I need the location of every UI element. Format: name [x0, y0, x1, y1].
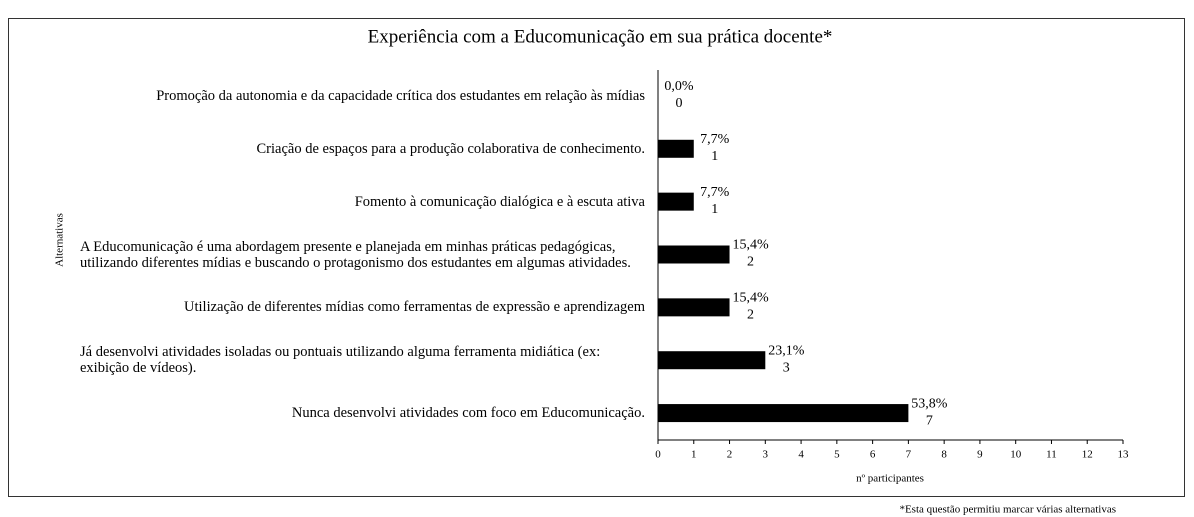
y-axis-label: Alternativas	[54, 213, 66, 267]
footnote: *Esta questão permitiu marcar várias alt…	[899, 504, 1116, 516]
x-axis-label: nº participantes	[856, 473, 924, 485]
x-tick-label: 5	[834, 449, 840, 461]
percent-label: 7,7%	[700, 185, 730, 200]
category-label: Criação de espaços para a produção colab…	[256, 140, 646, 157]
percent-label: 53,8%	[911, 396, 948, 411]
value-label: 2	[747, 255, 754, 270]
category-label: Nunca desenvolvi atividades com foco em …	[291, 405, 645, 422]
x-tick-label: 4	[798, 449, 804, 461]
value-label: 0	[676, 96, 683, 111]
x-tick-label: 7	[906, 449, 912, 461]
category-label: Fomento à comunicação dialógica e à escu…	[354, 193, 645, 210]
x-tick-label: 13	[1118, 449, 1130, 461]
category-label: Já desenvolvi atividades isoladas ou pon…	[80, 344, 601, 377]
percent-label: 15,4%	[732, 291, 769, 306]
chart-frame	[8, 18, 1185, 497]
category-label: Utilização de diferentes mídias como fer…	[184, 299, 645, 316]
bar	[658, 404, 909, 423]
x-tick-label: 0	[655, 449, 661, 461]
x-tick-label: 11	[1046, 449, 1057, 461]
bar	[658, 139, 694, 158]
value-label: 7	[926, 413, 933, 428]
percent-label: 15,4%	[732, 238, 769, 253]
x-tick-label: 2	[727, 449, 733, 461]
percent-label: 0,0%	[664, 79, 694, 94]
x-tick-label: 10	[1010, 449, 1022, 461]
value-label: 3	[783, 360, 790, 375]
category-label: Promoção da autonomia e da capacidade cr…	[156, 87, 645, 104]
x-tick-label: 12	[1082, 449, 1093, 461]
x-tick-label: 3	[763, 449, 769, 461]
x-tick-label: 8	[941, 449, 947, 461]
value-label: 1	[711, 202, 718, 217]
x-tick-label: 9	[977, 449, 983, 461]
bar	[658, 298, 730, 317]
percent-label: 23,1%	[768, 343, 805, 358]
percent-label: 7,7%	[700, 132, 730, 147]
bar	[658, 192, 694, 211]
chart-title: Experiência com a Educomunicação em sua …	[368, 26, 833, 47]
value-label: 2	[747, 308, 754, 323]
x-tick-label: 1	[691, 449, 697, 461]
x-tick-label: 6	[870, 449, 876, 461]
value-label: 1	[711, 149, 718, 164]
category-label: A Educomunicação é uma abordagem present…	[80, 238, 631, 271]
bar	[658, 245, 730, 264]
bar	[658, 351, 766, 370]
